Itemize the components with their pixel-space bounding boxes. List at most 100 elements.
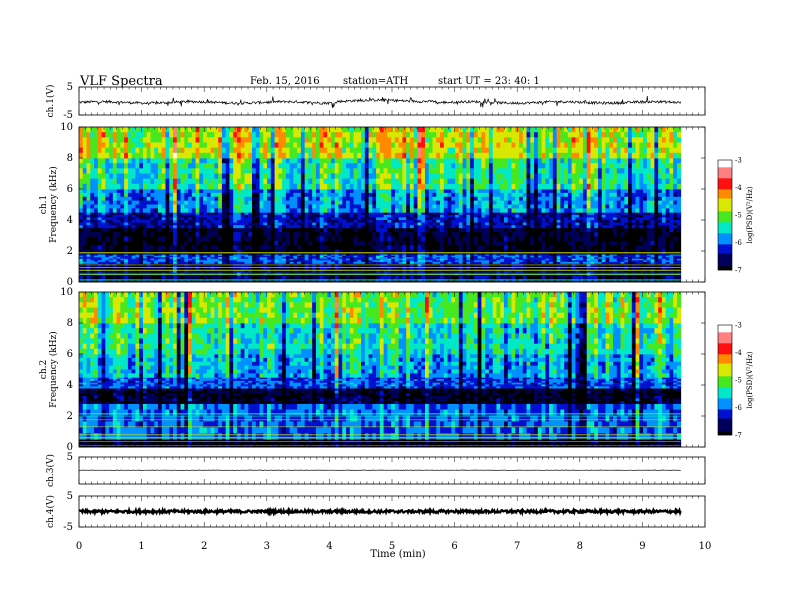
ch1-spectrogram-cell	[226, 241, 230, 246]
ch1-spectrogram-cell	[256, 197, 260, 201]
ch1-spectrogram-cell	[429, 212, 433, 215]
ch1-spectrogram-cell	[177, 197, 181, 201]
ch1-spectrogram-cell	[229, 267, 233, 271]
ch1-spectrogram-cell	[87, 250, 91, 255]
ch1-spectrogram-cell	[192, 223, 196, 226]
ch1-spectrogram-cell	[647, 250, 651, 255]
ch1-spectrogram-cell	[150, 228, 154, 233]
ch1-spectrogram-cell	[485, 241, 489, 246]
ch1-spectrogram-cell	[147, 215, 151, 218]
ch1-spectrogram-cell	[669, 276, 673, 280]
ch1-spectrogram-cell	[417, 197, 421, 201]
ch1-spectrogram-cell	[256, 276, 260, 280]
ch1-spectrogram-cell	[493, 217, 497, 220]
ch1-spectrogram-cell	[414, 228, 418, 233]
ch1-spectrogram-cell	[542, 276, 546, 280]
ch1-spectrogram-cell	[124, 217, 128, 220]
ch1-spectrogram-cell	[177, 223, 181, 226]
ch1-spectrogram-cell	[320, 262, 324, 264]
ch1-spectrogram-cell	[169, 228, 173, 233]
ch1-spectrogram-cell	[327, 228, 331, 233]
ch1-spectrogram-cell	[214, 276, 218, 280]
ch1-spectrogram-cell	[241, 197, 245, 201]
ch1-spectrogram-cell	[350, 220, 354, 223]
ch1-spectrogram-cell	[658, 232, 662, 237]
ch1-spectrogram-cell	[504, 223, 508, 226]
ch1-spectrogram-cell	[184, 223, 188, 226]
ch1-spectrogram-cell	[602, 217, 606, 220]
ch1-spectrogram-cell	[143, 228, 147, 233]
ch1-spectrogram-cell	[459, 262, 463, 264]
ch1-spectrogram-cell	[135, 241, 139, 246]
ch1-spectrogram-cell	[229, 193, 233, 197]
ch1-spectrogram-cell	[181, 241, 185, 246]
ch1-spectrogram-cell	[470, 193, 474, 197]
ch1-spectrogram-cell	[410, 223, 414, 226]
ch1-spectrogram-cell	[252, 189, 256, 193]
ch1-spectrogram-cell	[365, 241, 369, 246]
ch1-spectrogram-cell	[109, 276, 113, 280]
ch1-spectrogram-cell	[271, 267, 275, 271]
ch1-spectrogram-cell	[568, 245, 572, 250]
ch1-spectrogram-cell	[166, 193, 170, 197]
ch1-spectrogram-cell	[496, 189, 500, 193]
ch1-spectrogram-cell	[508, 223, 512, 226]
ch1-spectrogram-cell	[214, 220, 218, 223]
ch1-spectrogram-cell	[440, 267, 444, 271]
ch1-spectrogram-cell	[158, 276, 162, 280]
ch1-spectrogram-cell	[323, 225, 327, 228]
ch1-spectrogram-cell	[305, 232, 309, 237]
ch1-spectrogram-cell	[590, 267, 594, 271]
ch1-spectrogram-cell	[286, 217, 290, 220]
ch1-spectrogram-cell	[98, 262, 102, 264]
ch1-spectrogram-cell	[196, 237, 200, 242]
ch1-spectrogram-cell	[361, 232, 365, 237]
ch1-spectrogram-cell	[143, 212, 147, 215]
ch1-spectrogram-cell	[244, 245, 248, 250]
ch1-spectrogram-cell	[391, 225, 395, 228]
ch3-waveform-ytick-label: 5	[67, 452, 73, 463]
ch1-spectrogram-cell	[602, 262, 606, 264]
ch1-spectrogram-cell	[508, 189, 512, 193]
ch1-spectrogram-cell	[628, 197, 632, 201]
ch1-spectrogram-cell	[113, 223, 117, 226]
ch1-spectrogram-cell	[538, 189, 542, 193]
ch1-spectrogram-cell	[192, 228, 196, 233]
ch1-spectrogram-cell	[203, 276, 207, 280]
ch1-spectrogram-cell	[290, 220, 294, 223]
ch1-spectrogram-cell	[474, 197, 478, 201]
ch1-spectrogram-cell	[229, 237, 233, 242]
ch1-spectrogram-cell	[436, 241, 440, 246]
ch1-spectrogram-cell	[316, 228, 320, 233]
ch1-spectrogram-cell	[293, 223, 297, 226]
header-start-time: start UT = 23: 40: 1	[438, 76, 540, 87]
ch1-spectrogram-cell	[308, 267, 312, 271]
ch1-spectrogram-cell	[444, 212, 448, 215]
ch1-spectrogram-cell	[508, 193, 512, 197]
ch1-spectrogram-cell	[354, 245, 358, 250]
ch1-spectrogram-cell	[557, 197, 561, 201]
ch1-spectrogram-cell	[128, 241, 132, 246]
ch1-spectrogram-cell	[233, 223, 237, 226]
ch1-spectrogram-cell	[590, 193, 594, 197]
ch1-spectrogram-cell	[233, 241, 237, 246]
ch1-spectrogram-cell	[361, 212, 365, 215]
ch1-spectrogram-cell	[335, 197, 339, 201]
ch1-spectrogram-cell	[496, 267, 500, 271]
ch1-spectrogram-cell	[94, 193, 98, 197]
ch1-spectrogram-cell	[323, 212, 327, 215]
ch1-spectrogram-cell	[384, 189, 388, 193]
ch1-spectrogram-cell	[666, 267, 670, 271]
ch1-spectrogram-cell	[271, 193, 275, 197]
ch1-spectrogram-cell	[651, 197, 655, 201]
ch1-spectrogram-cell	[677, 220, 681, 223]
ch1-spectrogram-cell	[297, 232, 301, 237]
ch1-spectrogram-cell	[331, 228, 335, 233]
ch1-spectrogram-cell	[320, 228, 324, 233]
ch1-spectrogram-cell	[301, 225, 305, 228]
ch1-spectrogram-cell	[504, 215, 508, 218]
ch1-spectrogram-cell	[94, 189, 98, 193]
ch1-spectrogram-cell	[669, 197, 673, 201]
ch1-spectrogram-cell	[357, 197, 361, 201]
ch1-spectrogram-cell	[602, 215, 606, 218]
